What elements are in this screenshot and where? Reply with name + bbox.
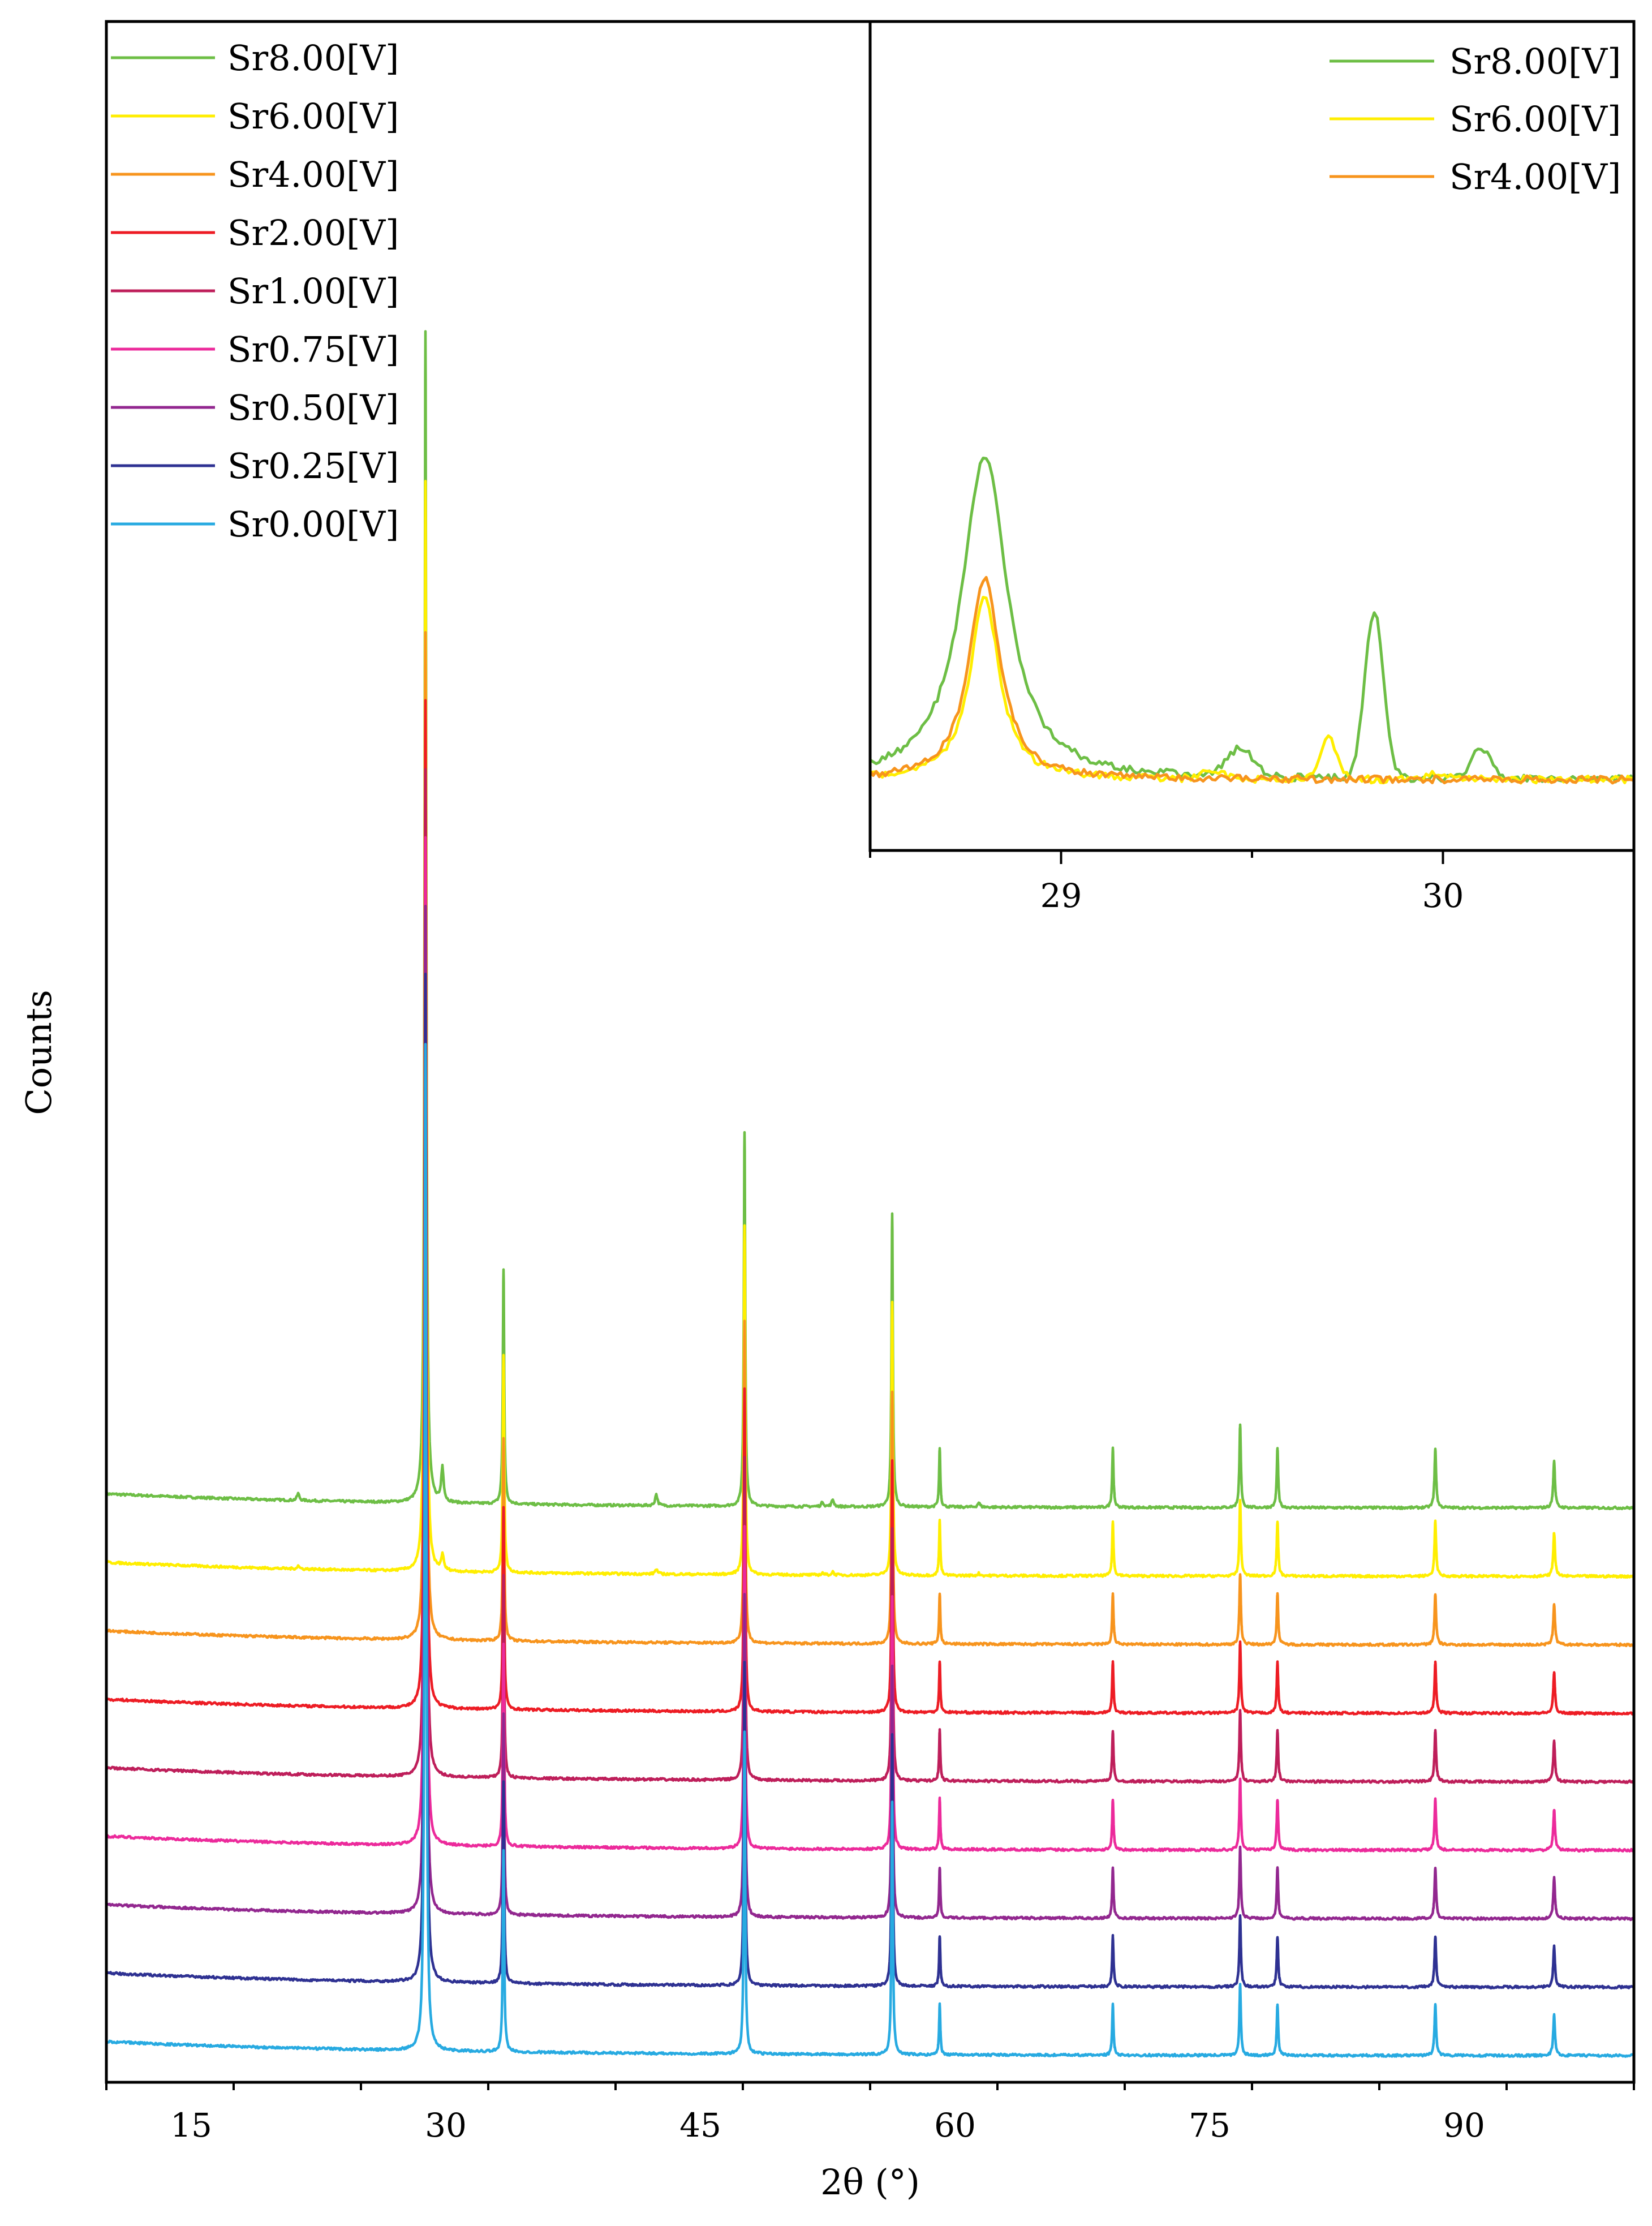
- main-series-group: [105, 330, 1636, 2058]
- main-series-line-Sr0.25[V]: [106, 972, 1635, 1990]
- inset-legend-label: Sr4.00[V]: [1449, 156, 1621, 197]
- main-legend-label: Sr8.00[V]: [227, 37, 399, 79]
- inset-background: [870, 22, 1634, 850]
- main-legend-label: Sr6.00[V]: [227, 96, 399, 137]
- main-x-axis-label: 2θ (°): [820, 2161, 920, 2203]
- main-x-tick-label: 45: [679, 2106, 721, 2145]
- main-y-axis-label: Counts: [18, 990, 59, 1115]
- inset-legend: Sr8.00[V] Sr6.00[V] Sr4.00[V]: [1330, 41, 1621, 197]
- main-legend-label: Sr1.00[V]: [227, 270, 399, 312]
- main-x-tick-label: 75: [1189, 2106, 1231, 2145]
- main-series-line-Sr0.50[V]: [106, 905, 1634, 1922]
- main-series-line-Sr0.75[V]: [105, 836, 1635, 1853]
- inset-x-tick-label: 29: [1040, 876, 1082, 915]
- inset-x-tick-label: 30: [1422, 876, 1464, 915]
- main-legend: Sr8.00[V] Sr6.00[V] Sr4.00[V] Sr2.00[V] Sr1.…: [111, 37, 399, 545]
- main-x-tick-label: 30: [425, 2106, 467, 2145]
- main-legend-label: Sr0.50[V]: [227, 387, 399, 428]
- inset-legend-label: Sr6.00[V]: [1449, 98, 1621, 140]
- main-plot: 15 30 45 60 75 90 2θ (°) Counts Sr8.00[V] Sr6.…: [18, 20, 1636, 2203]
- inset-legend-label: Sr8.00[V]: [1449, 41, 1621, 82]
- main-legend-label: Sr0.25[V]: [227, 445, 399, 487]
- main-legend-label: Sr0.75[V]: [227, 329, 399, 370]
- main-x-tick-label: 15: [170, 2106, 212, 2145]
- main-x-tick-label: 60: [934, 2106, 976, 2145]
- inset-plot: 29 30 Sr8.00[V] Sr6.00[V] Sr4.00[V]: [868, 20, 1636, 915]
- inset-x-ticks: 29 30: [869, 850, 1635, 915]
- main-series-line-Sr0.00[V]: [105, 1043, 1635, 2058]
- main-legend-label: Sr4.00[V]: [227, 154, 399, 195]
- main-legend-label: Sr2.00[V]: [227, 212, 399, 253]
- main-legend-label: Sr0.00[V]: [227, 504, 399, 545]
- inset-series-line-Sr4.00[V]: [868, 575, 1634, 785]
- inset-series-group: [868, 457, 1636, 785]
- main-x-ticks: 15 30 45 60 75 90: [105, 2082, 1635, 2145]
- main-x-tick-label: 90: [1443, 2106, 1485, 2145]
- main-series-line-Sr1.00[V]: [105, 768, 1635, 1785]
